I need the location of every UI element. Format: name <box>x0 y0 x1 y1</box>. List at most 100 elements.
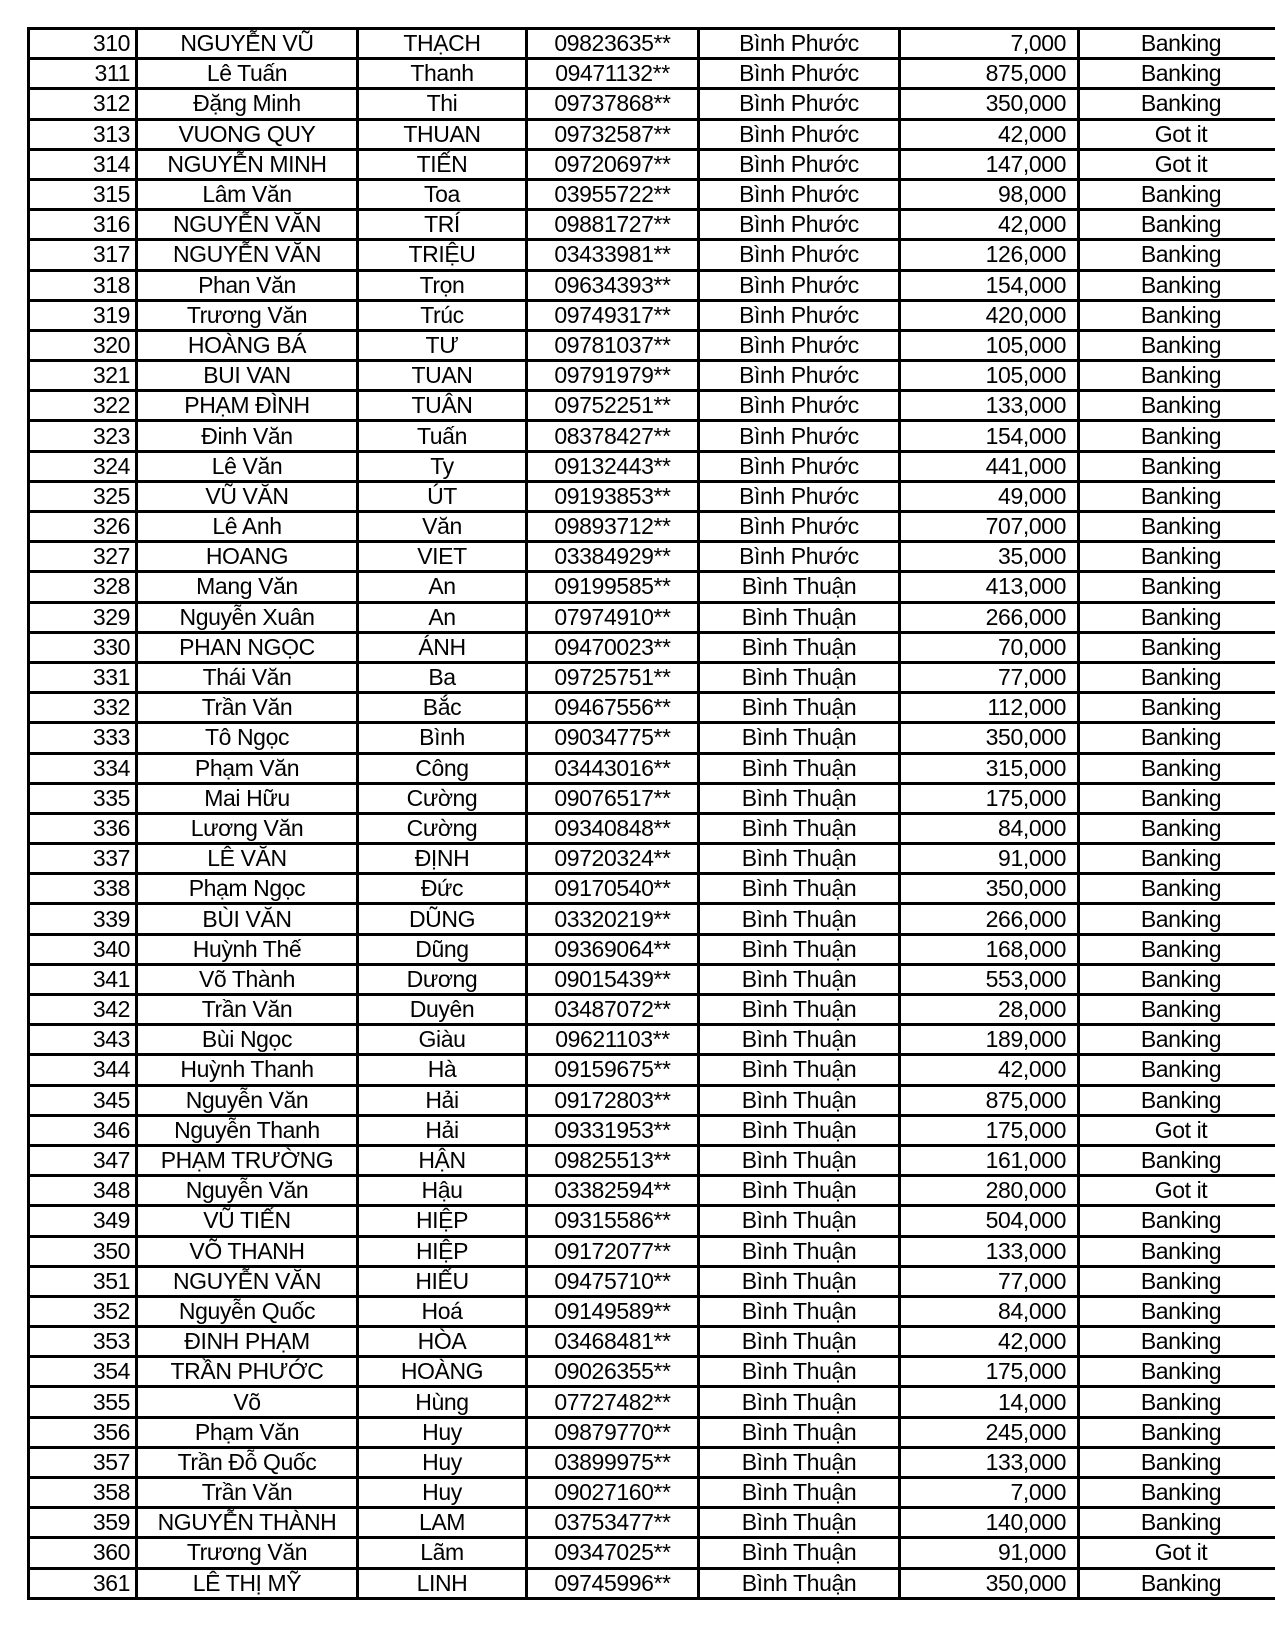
cell-amount: 315,000 <box>898 751 1080 785</box>
cell-amount: 350,000 <box>898 1566 1080 1600</box>
cell-status: Banking <box>1077 811 1275 846</box>
cell-first-middle-name: PHẠM ĐÌNH <box>135 389 359 423</box>
cell-status: Banking <box>1077 1294 1275 1329</box>
cell-first-middle-name: VÕ THANH <box>135 1234 359 1268</box>
cell-phone-masked: 09199585** <box>525 570 700 604</box>
cell-first-middle-name: Thái Văn <box>135 660 359 695</box>
cell-first-middle-name: Lê Anh <box>135 509 359 544</box>
cell-id: 356 <box>27 1415 138 1449</box>
cell-phone-masked: 09471132** <box>525 57 700 91</box>
cell-amount: 42,000 <box>898 1053 1080 1087</box>
cell-last-name: Lãm <box>356 1536 528 1570</box>
cell-phone-masked: 07974910** <box>525 600 700 634</box>
cell-id: 322 <box>27 389 138 423</box>
cell-last-name: Dương <box>356 962 528 997</box>
cell-amount: 350,000 <box>898 721 1080 755</box>
cell-amount: 7,000 <box>898 26 1080 61</box>
cell-phone-masked: 09132443** <box>525 449 700 483</box>
cell-province: Bình Thuận <box>697 1234 901 1268</box>
cell-province: Bình Thuận <box>697 811 901 846</box>
cell-amount: 161,000 <box>898 1143 1080 1178</box>
cell-phone-masked: 09467556** <box>525 691 700 725</box>
cell-last-name: HIẾU <box>356 1264 528 1298</box>
cell-status: Banking <box>1077 1053 1275 1087</box>
cell-status: Banking <box>1077 1234 1275 1268</box>
cell-id: 314 <box>27 147 138 181</box>
cell-status: Banking <box>1077 87 1275 121</box>
cell-status: Banking <box>1077 902 1275 936</box>
cell-first-middle-name: NGUYỄN VŨ <box>135 26 359 61</box>
cell-id: 338 <box>27 872 138 906</box>
table-row: 361 LÊ THỊ MỸ LINH 09745996** Bình Thuận 350,… <box>27 1566 1275 1600</box>
cell-last-name: VIET <box>356 540 528 574</box>
cell-province: Bình Phước <box>697 419 901 453</box>
cell-province: Bình Thuận <box>697 600 901 634</box>
cell-phone-masked: 03443016** <box>525 751 700 785</box>
table-row: 332 Trần Văn Bắc 09467556** Bình Thuận 112,00… <box>27 691 1275 725</box>
cell-first-middle-name: Trương Văn <box>135 298 359 332</box>
cell-first-middle-name: NGUYỄN VĂN <box>135 208 359 242</box>
cell-last-name: Bắc <box>356 691 528 725</box>
table-row: 317 NGUYỄN VĂN TRIỆU 03433981** Bình Phước 12… <box>27 238 1275 272</box>
cell-first-middle-name: Võ Thành <box>135 962 359 997</box>
cell-phone-masked: 07727482** <box>525 1385 700 1419</box>
cell-id: 349 <box>27 1204 138 1238</box>
table-row: 359 NGUYỄN THÀNH LAM 03753477** Bình Thuận 14… <box>27 1506 1275 1540</box>
cell-amount: 35,000 <box>898 540 1080 574</box>
table-row: 330 PHAN NGỌC ÁNH 09470023** Bình Thuận 70,00… <box>27 630 1275 664</box>
cell-phone-masked: 09470023** <box>525 630 700 664</box>
cell-last-name: LINH <box>356 1566 528 1600</box>
cell-province: Bình Thuận <box>697 1355 901 1389</box>
cell-status: Banking <box>1077 177 1275 212</box>
cell-phone-masked: 09881727** <box>525 208 700 242</box>
cell-status: Banking <box>1077 208 1275 242</box>
cell-amount: 42,000 <box>898 208 1080 242</box>
cell-amount: 77,000 <box>898 660 1080 695</box>
cell-last-name: HOÀNG <box>356 1355 528 1389</box>
cell-province: Bình Thuận <box>697 1294 901 1329</box>
cell-amount: 147,000 <box>898 147 1080 181</box>
cell-first-middle-name: VŨ TIẾN <box>135 1204 359 1238</box>
cell-last-name: Bình <box>356 721 528 755</box>
cell-first-middle-name: Mang Văn <box>135 570 359 604</box>
cell-amount: 70,000 <box>898 630 1080 664</box>
cell-first-middle-name: Phan Văn <box>135 268 359 302</box>
cell-phone-masked: 09879770** <box>525 1415 700 1449</box>
cell-id: 318 <box>27 268 138 302</box>
cell-amount: 175,000 <box>898 1113 1080 1147</box>
table-row: 354 TRẦN PHƯỚC HOÀNG 09026355** Bình Thuận 17… <box>27 1355 1275 1389</box>
cell-first-middle-name: Phạm Văn <box>135 1415 359 1449</box>
cell-first-middle-name: PHẠM TRƯỜNG <box>135 1143 359 1178</box>
cell-last-name: Huy <box>356 1415 528 1449</box>
cell-status: Banking <box>1077 1264 1275 1298</box>
cell-last-name: Hoá <box>356 1294 528 1329</box>
cell-province: Bình Phước <box>697 389 901 423</box>
cell-last-name: Tuấn <box>356 419 528 453</box>
table-row: 323 Đinh Văn Tuấn 08378427** Bình Phước 154,0… <box>27 419 1275 453</box>
cell-amount: 154,000 <box>898 268 1080 302</box>
cell-last-name: ÚT <box>356 479 528 514</box>
cell-last-name: ÁNH <box>356 630 528 664</box>
cell-first-middle-name: LÊ THỊ MỸ <box>135 1566 359 1600</box>
table-row: 338 Phạm Ngọc Đức 09170540** Bình Thuận 350,0… <box>27 872 1275 906</box>
cell-status: Banking <box>1077 449 1275 483</box>
table-row: 316 NGUYỄN VĂN TRÍ 09881727** Bình Phước 42,0… <box>27 208 1275 242</box>
cell-province: Bình Thuận <box>697 1083 901 1117</box>
cell-phone-masked: 09347025** <box>525 1536 700 1570</box>
cell-id: 345 <box>27 1083 138 1117</box>
table-row: 329 Nguyễn Xuân An 07974910** Bình Thuận 266,… <box>27 600 1275 634</box>
cell-province: Bình Phước <box>697 298 901 332</box>
cell-province: Bình Thuận <box>697 962 901 997</box>
cell-phone-masked: 09745996** <box>525 1566 700 1600</box>
cell-amount: 91,000 <box>898 1536 1080 1570</box>
cell-last-name: TRIỆU <box>356 238 528 272</box>
table-row: 313 VUONG QUY THUAN 09732587** Bình Phước 42,… <box>27 117 1275 151</box>
cell-first-middle-name: Mai Hữu <box>135 781 359 815</box>
cell-province: Bình Phước <box>697 449 901 483</box>
cell-status: Got it <box>1077 117 1275 151</box>
cell-phone-masked: 03382594** <box>525 1174 700 1208</box>
cell-province: Bình Thuận <box>697 872 901 906</box>
cell-amount: 175,000 <box>898 1355 1080 1389</box>
cell-amount: 112,000 <box>898 691 1080 725</box>
